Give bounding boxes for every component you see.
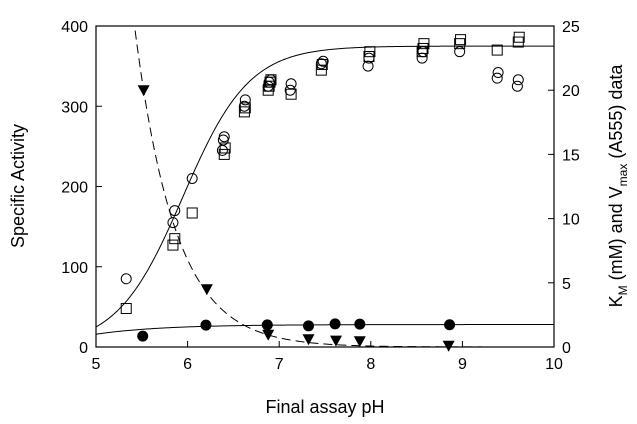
open-square-point — [513, 31, 525, 43]
right-y-title-v-sub: max — [616, 164, 630, 187]
filled-triangle-point — [262, 329, 275, 341]
open-square-point — [455, 34, 467, 46]
right-y-tick-label: 0 — [562, 340, 571, 357]
right-y-tick-label: 5 — [562, 276, 571, 293]
x-tick-label: 5 — [92, 356, 101, 373]
open-circle-point — [317, 55, 329, 67]
right-y-title-mid: (mM) and V — [606, 186, 626, 285]
x-tick-label: 6 — [183, 356, 192, 373]
open-circle-point — [512, 74, 524, 86]
open-square-point — [120, 302, 132, 314]
open-circle-point — [284, 84, 296, 96]
fit-curve-3 — [96, 324, 554, 335]
open-square-point — [315, 64, 327, 76]
x-tick-label: 8 — [366, 356, 375, 373]
right-y-tick-label: 15 — [562, 147, 580, 164]
filled-circle-point — [329, 318, 341, 330]
open-square-point — [263, 80, 275, 92]
open-circle-point — [511, 80, 523, 92]
x-tick-label: 10 — [545, 356, 563, 373]
open-circle-point — [454, 46, 466, 58]
right-y-title-end: (A555) data — [606, 64, 626, 164]
open-square-point — [219, 142, 231, 154]
filled-circle-point — [200, 319, 212, 331]
filled-triangle-point — [200, 284, 213, 296]
open-square-point — [418, 38, 430, 50]
open-square-point — [186, 207, 198, 219]
left-y-tick-label: 400 — [61, 19, 88, 36]
fit-curve-1 — [96, 45, 554, 328]
open-circle-point — [120, 273, 132, 285]
x-tick-label: 9 — [458, 356, 467, 373]
right-y-tick-label: 25 — [562, 19, 580, 36]
open-square-point — [316, 59, 328, 71]
open-square-point — [218, 148, 230, 160]
open-circle-point — [492, 67, 504, 79]
open-square-point — [239, 102, 251, 114]
filled-triangle-point — [329, 335, 342, 347]
open-square-point — [491, 44, 503, 56]
open-square-point — [285, 88, 297, 100]
data-markers — [120, 31, 525, 352]
filled-circle-point — [303, 320, 315, 332]
open-square-point — [416, 46, 428, 58]
fit-curves — [96, 26, 554, 347]
filled-triangle-point — [353, 336, 366, 348]
filled-circle-point — [354, 318, 366, 330]
plot-frame — [95, 25, 555, 348]
x-axis-title: Final assay pH — [265, 397, 384, 417]
left-y-tick-label: 100 — [61, 260, 88, 277]
filled-circle-point — [261, 319, 273, 331]
open-circle-point — [167, 217, 179, 229]
left-y-axis-title: Specific Activity — [8, 124, 28, 248]
x-tick-label: 7 — [275, 356, 284, 373]
open-circle-point — [491, 72, 503, 84]
open-square-point — [169, 233, 181, 245]
right-y-title-k-sub: M — [616, 285, 630, 295]
right-y-axis-title: KM (mM) and Vmax (A555) data — [606, 64, 630, 308]
open-square-point — [167, 239, 179, 251]
open-circle-point — [238, 100, 250, 112]
filled-circle-point — [137, 330, 149, 342]
right-y-tick-label: 10 — [562, 212, 580, 229]
left-y-tick-label: 200 — [61, 180, 88, 197]
open-circle-point — [239, 94, 251, 106]
filled-triangle-point — [442, 340, 455, 352]
open-circle-point — [285, 78, 297, 90]
filled-circle-point — [444, 319, 456, 331]
open-circle-point — [315, 58, 327, 70]
left-y-tick-label: 0 — [79, 340, 88, 357]
open-square-point — [364, 46, 376, 58]
open-circle-point — [186, 172, 198, 184]
open-square-point — [265, 74, 277, 86]
fit-curve-2 — [134, 26, 554, 347]
open-circle-point — [218, 131, 230, 143]
open-square-point — [264, 76, 276, 88]
filled-triangle-point — [302, 334, 315, 346]
filled-triangle-point — [137, 85, 150, 97]
right-y-tick-label: 20 — [562, 83, 580, 100]
open-square-point — [454, 38, 466, 50]
open-circle-point — [169, 205, 181, 217]
open-circle-point — [216, 144, 228, 156]
right-y-title-k: K — [606, 295, 626, 307]
open-square-point — [238, 106, 250, 118]
left-y-tick-label: 300 — [61, 99, 88, 116]
